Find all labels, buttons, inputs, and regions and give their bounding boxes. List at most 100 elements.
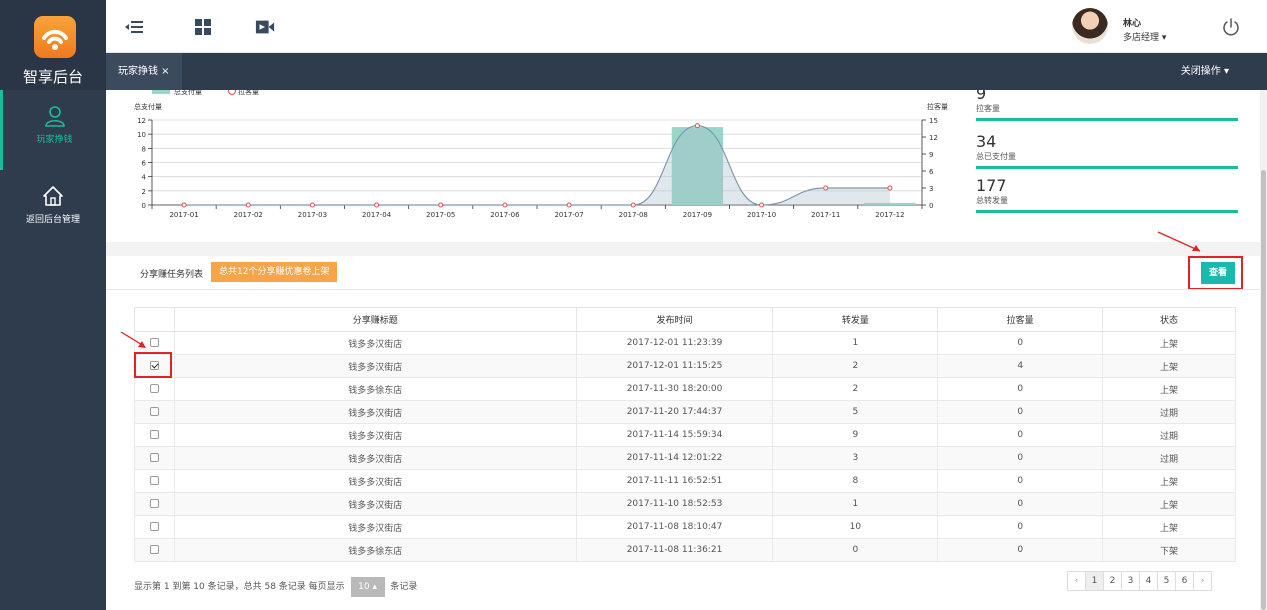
row-shares: 3 [772,446,939,470]
bar [671,127,724,205]
row-checkbox[interactable] [149,430,159,439]
grid-icon[interactable] [193,17,213,37]
row-checkbox-cell [134,492,175,516]
row-title: 钱多多徐东店 [173,377,577,401]
row-checkbox-cell [134,515,175,539]
legend-swatch-bar [152,90,170,94]
line-point [566,202,572,208]
user-role-dropdown[interactable]: 多店经理 ▾ [1123,30,1166,43]
stat-label: 拉客量 [976,104,1000,113]
row-checkbox[interactable] [149,384,159,393]
table-row[interactable]: 钱多多汉街店 2017-11-08 18:10:47 10 0 上架 [134,515,1236,539]
row-title: 钱多多汉街店 [173,469,577,493]
pager-page[interactable]: 5 [1157,571,1176,591]
row-checkbox[interactable] [149,476,159,485]
row-time: 2017-12-01 11:15:25 [575,354,774,378]
row-time: 2017-11-08 11:36:21 [575,538,774,562]
caret-down-icon: ▾ [1161,33,1167,43]
row-checkbox[interactable] [149,453,159,462]
row-checkbox[interactable] [149,407,159,416]
row-shares: 10 [772,515,939,539]
row-time: 2017-11-14 12:01:22 [575,446,774,470]
table-row[interactable]: 钱多多汉街店 2017-11-10 18:52:53 1 0 上架 [134,492,1236,516]
row-status: 过期 [1102,400,1236,424]
x-tick-label: 2017-07 [554,211,583,219]
annotation-arrow [1157,231,1201,252]
row-shares: 2 [772,377,939,401]
table-row[interactable]: 钱多多汉街店 2017-12-01 11:15:25 2 4 上架 [134,354,1236,378]
row-guests: 0 [937,492,1104,516]
sidebar: 智享后台 玩家挣钱 返回后台管理 [0,0,106,610]
pager-page[interactable]: 1 [1085,571,1104,591]
row-shares: 0 [772,538,939,562]
column-header[interactable]: 拉客量 [937,307,1104,332]
table-row[interactable]: 钱多多徐东店 2017-11-30 18:20:00 2 0 上架 [134,377,1236,401]
table-row[interactable]: 钱多多徐东店 2017-11-08 11:36:21 0 0 下架 [134,538,1236,562]
row-checkbox-cell [134,400,175,424]
table-row[interactable]: 钱多多汉街店 2017-11-14 15:59:34 9 0 过期 [134,423,1236,447]
avatar[interactable] [1072,8,1108,44]
y2-axis-label: 拉客量 [927,102,948,111]
pagination-info: 显示第 1 到第 10 条记录，总共 58 条记录 每页显示 10 ▴ 条记录 [134,577,417,597]
column-header[interactable]: 发布时间 [575,307,774,332]
sidebar-item-play-earn[interactable]: 玩家挣钱 [0,90,106,170]
stat-value: 34 [976,132,997,151]
scrollbar-thumb[interactable] [1261,170,1266,610]
row-title: 钱多多汉街店 [173,515,577,539]
row-time: 2017-11-11 16:52:51 [575,469,774,493]
row-checkbox[interactable] [149,499,159,508]
table-row[interactable]: 钱多多汉街店 2017-11-20 17:44:37 5 0 过期 [134,400,1236,424]
task-table: 分享赚标题 发布时间 转发量 拉客量 状态 钱多多汉街店 2017-12-01 1… [134,307,1236,562]
table-row[interactable]: 钱多多汉街店 2017-12-01 11:23:39 1 0 上架 [134,331,1236,355]
power-icon[interactable] [1222,18,1240,36]
row-time: 2017-12-01 11:23:39 [575,331,774,355]
video-icon[interactable] [255,17,275,37]
row-checkbox[interactable] [149,522,159,531]
page-size-select[interactable]: 10 ▴ [350,577,385,597]
tab-play-earn[interactable]: 玩家挣钱 × [106,53,182,90]
stat-guests: 9 拉客量 [976,90,1238,121]
sidebar-item-label: 返回后台管理 [25,215,80,225]
row-status: 过期 [1102,423,1236,447]
header-checkbox-col [134,307,175,332]
row-title: 钱多多汉街店 [173,354,577,378]
row-checkbox[interactable] [149,361,159,370]
pagination-info-suffix: 条记录 [390,582,418,592]
row-checkbox[interactable] [149,338,159,347]
row-checkbox[interactable] [149,545,159,554]
app-title: 智享后台 [22,68,83,86]
row-title: 钱多多汉街店 [173,423,577,447]
column-header[interactable]: 转发量 [772,307,939,332]
x-tick-label: 2017-01 [169,211,198,219]
table-row[interactable]: 钱多多汉街店 2017-11-11 16:52:51 8 0 上架 [134,469,1236,493]
row-title: 钱多多汉街店 [173,446,577,470]
menu-collapse-icon[interactable] [124,17,144,37]
stat-bar [976,118,1238,121]
x-tick-label: 2017-05 [426,211,455,219]
table-row[interactable]: 钱多多汉街店 2017-11-14 12:01:22 3 0 过期 [134,446,1236,470]
row-guests: 0 [937,400,1104,424]
view-button[interactable]: 查看 [1201,262,1235,284]
column-header[interactable]: 分享赚标题 [173,307,577,332]
vertical-scrollbar[interactable] [1260,90,1267,610]
row-status: 上架 [1102,354,1236,378]
pager-next[interactable]: › [1193,571,1212,591]
sidebar-item-back-admin[interactable]: 返回后台管理 [0,170,106,250]
row-guests: 0 [937,377,1104,401]
row-status: 上架 [1102,469,1236,493]
y2-tick-label: 9 [929,151,933,159]
pager-page[interactable]: 4 [1139,571,1158,591]
pager-page[interactable]: 3 [1121,571,1140,591]
pager-page[interactable]: 2 [1103,571,1122,591]
column-header[interactable]: 状态 [1102,307,1236,332]
x-tick-label: 2017-11 [811,211,840,219]
row-shares: 2 [772,354,939,378]
tab-bar: 玩家挣钱 × 关闭操作 ▾ [106,53,1267,90]
close-operations-dropdown[interactable]: 关闭操作 ▾ [1181,53,1229,90]
row-checkbox-cell [134,538,175,562]
pager-page[interactable]: 6 [1175,571,1194,591]
row-checkbox-cell [134,469,175,493]
pager-prev[interactable]: ‹ [1067,571,1086,591]
y-axis-label: 总支付量 [134,102,162,111]
user-name[interactable]: 林心 [1123,19,1142,29]
